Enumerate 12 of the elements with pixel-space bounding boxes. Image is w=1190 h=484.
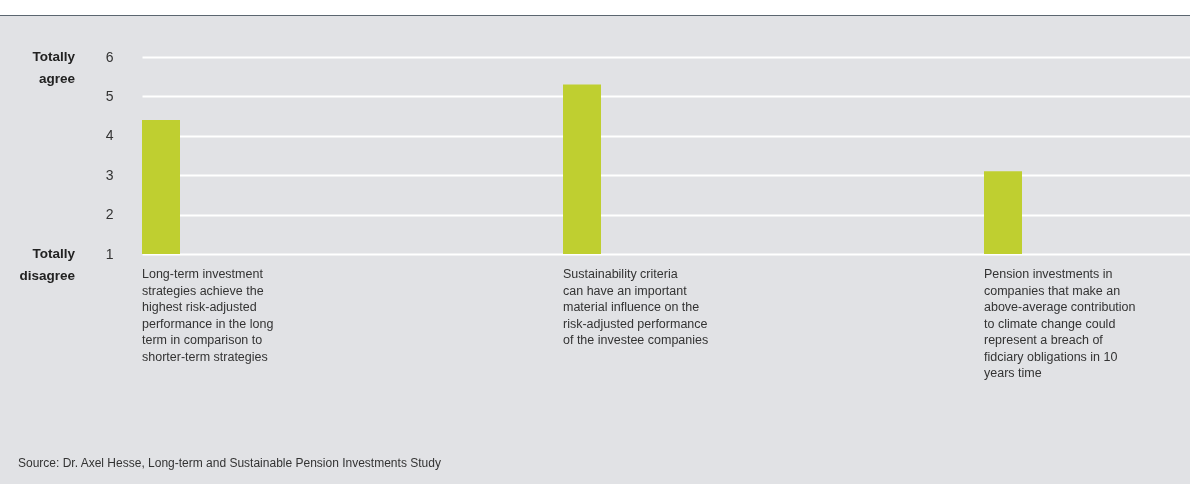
x-tick-label: Sustainability criteria can have an important material influence on the risk-adjusted performance of the investee companies — [563, 267, 709, 347]
y-tick-label: 1 — [105, 245, 114, 262]
text: Totally agree — [32, 49, 76, 86]
y-tick-label: 3 — [105, 166, 114, 183]
source-note: Source: Dr. Axel Hesse, Long-term and Sustainable Pension Investments Study — [18, 456, 441, 470]
y-tick-label: 5 — [105, 87, 114, 104]
x-tick-label: Long-term investment strategies achieve the highest risk-adjusted performance in the long term in comparison to shorter-term strategies — [142, 267, 274, 364]
y-tick-label: 6 — [105, 48, 114, 65]
text: Totally disagree — [19, 246, 76, 283]
x-tick-label: Pension investments in companies that make an above-average contribution to climate change could represent a breach of fidciary obligations in 10 years time — [984, 267, 1136, 380]
y-tick-label: 2 — [105, 206, 114, 223]
y-tick-label: 4 — [105, 127, 114, 144]
